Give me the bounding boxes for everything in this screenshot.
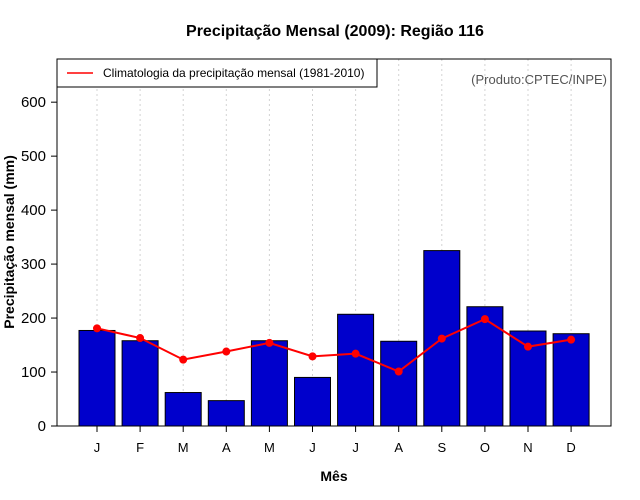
legend: Climatologia da precipitação mensal (198… [56,58,378,88]
climatology-point-11 [524,342,532,351]
bar-2 [121,340,159,427]
y-tick-label: 200 [21,310,46,327]
x-tick-label: J [352,440,359,455]
bar-4 [207,400,245,427]
climatology-series [93,315,576,376]
x-tick-label: D [566,440,575,455]
x-tick-label: A [394,440,403,455]
x-tick-label: O [480,440,490,455]
y-tick-label: 400 [21,202,46,219]
x-tick-label: F [136,440,144,455]
x-tick-label: J [309,440,316,455]
x-tick-label: N [523,440,532,455]
bar-3 [164,392,202,427]
bar-7 [337,313,375,427]
bar-6 [294,376,331,427]
y-axis: 0 100 200 300 400 500 600 [21,94,57,435]
bar-8 [380,340,418,427]
x-axis-title: Mês [320,468,347,484]
x-tick-label: A [222,440,231,455]
climatology-point-6 [308,352,317,361]
x-tick-label: J [94,440,101,455]
climatology-point-9 [437,334,446,343]
product-credit: (Produto:CPTEC/INPE) [471,72,607,87]
x-tick-label: S [437,440,446,455]
bar-5 [250,340,288,427]
bar-series [78,250,590,427]
y-tick-label: 100 [21,364,46,381]
y-tick-label: 500 [21,148,46,165]
y-axis-title: Precipitação mensal (mm) [1,155,17,329]
y-tick-label: 300 [21,256,46,273]
chart-title: Precipitação Mensal (2009): Região 116 [186,23,484,40]
climatology-point-5 [265,338,274,347]
climatology-point-10 [480,315,489,324]
y-tick-label: 0 [38,418,46,435]
bar-1 [78,329,116,427]
x-tick-label: M [178,440,189,455]
climatology-point-7 [351,349,360,358]
bar-12 [552,333,590,427]
climatology-point-1 [93,324,101,333]
y-tick-label: 600 [21,94,46,111]
legend-label: Climatologia da precipitação mensal (198… [103,66,364,80]
climatology-line [96,318,572,373]
climatology-point-12 [567,335,576,344]
legend-box [56,58,378,88]
climatology-point-8 [394,367,403,376]
climatology-point-4 [222,347,231,356]
climatology-point-3 [179,355,188,364]
x-tick-label: M [264,440,275,455]
climatology-point-2 [136,334,145,343]
